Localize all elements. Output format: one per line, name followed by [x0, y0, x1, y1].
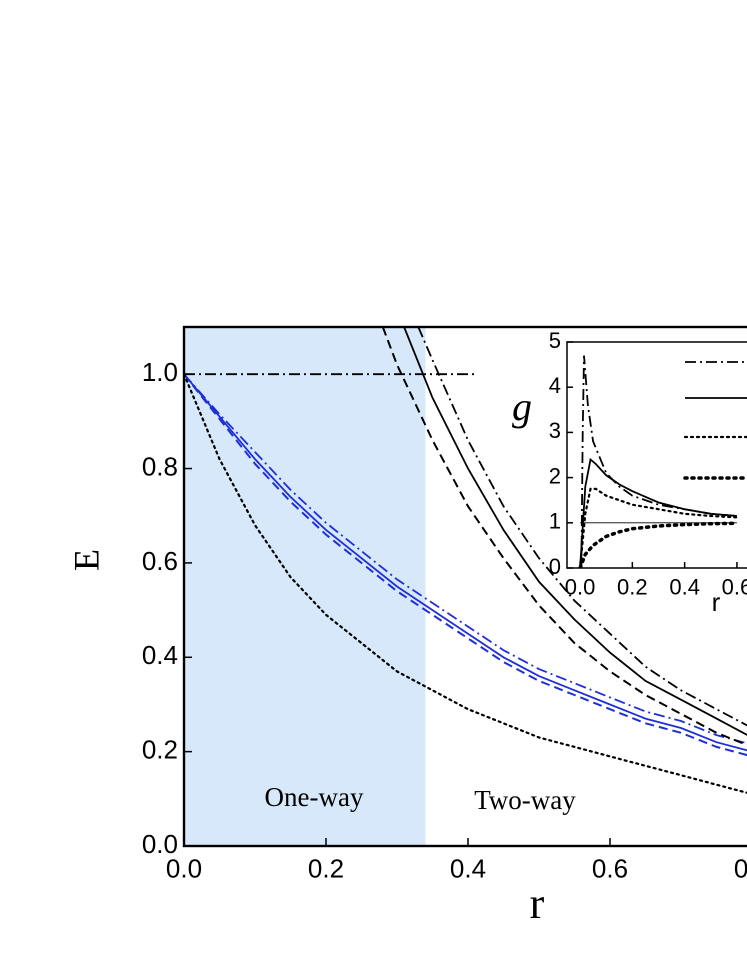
series-line — [184, 373, 747, 745]
x-tick-label: 0.2 — [308, 854, 344, 884]
series-line — [579, 487, 738, 568]
x-axis-label: r — [530, 879, 545, 928]
y-axis-label: E — [66, 549, 106, 571]
y-tick-label: 0.6 — [142, 546, 178, 576]
y-axis-label: g — [512, 384, 532, 429]
series-line — [403, 327, 747, 736]
y-tick-label: 2 — [549, 463, 561, 488]
series-line — [578, 521, 739, 568]
plot-frame — [566, 341, 747, 569]
series-group — [184, 327, 747, 794]
series-line — [579, 457, 737, 568]
x-tick-label: 0.0 — [166, 854, 202, 884]
series-line — [417, 327, 747, 727]
x-tick-label: 0.2 — [617, 575, 648, 600]
y-tick-label: 4 — [549, 373, 561, 398]
series-line — [381, 327, 747, 746]
y-tick-label: 3 — [549, 418, 561, 443]
x-tick-label: 0.8 — [734, 854, 747, 884]
annotation: One-way — [265, 782, 364, 812]
series-line — [184, 373, 747, 757]
inset: 0.0 0.2 0.4 0.6 0 1 2 3 4 5 r g — [512, 328, 747, 617]
series-group — [578, 355, 739, 568]
x-tick-label: 0.6 — [592, 854, 628, 884]
y-tick-label: 0.0 — [142, 829, 178, 859]
y-tick-label: 1 — [549, 509, 561, 534]
y-tick-label: 0 — [549, 554, 561, 579]
x-tick-label: 0.0 — [565, 575, 596, 600]
x-axis-label: r — [712, 587, 721, 617]
plot-background — [567, 342, 747, 568]
x-tick-label: 0.4 — [669, 575, 700, 600]
y-tick-label: 5 — [549, 328, 561, 353]
series-line — [184, 373, 747, 752]
y-tick-label: 0.2 — [142, 735, 178, 765]
series-line — [184, 373, 747, 794]
annotation: Two-way — [474, 785, 576, 815]
y-tick-label: 1.0 — [142, 357, 178, 387]
x-tick-label: 0.4 — [450, 854, 486, 884]
shaded-region — [184, 327, 426, 846]
x-tick-label: 0.6 — [722, 575, 747, 600]
y-tick-label: 0.8 — [142, 451, 178, 481]
y-tick-label: 0.4 — [142, 640, 178, 670]
